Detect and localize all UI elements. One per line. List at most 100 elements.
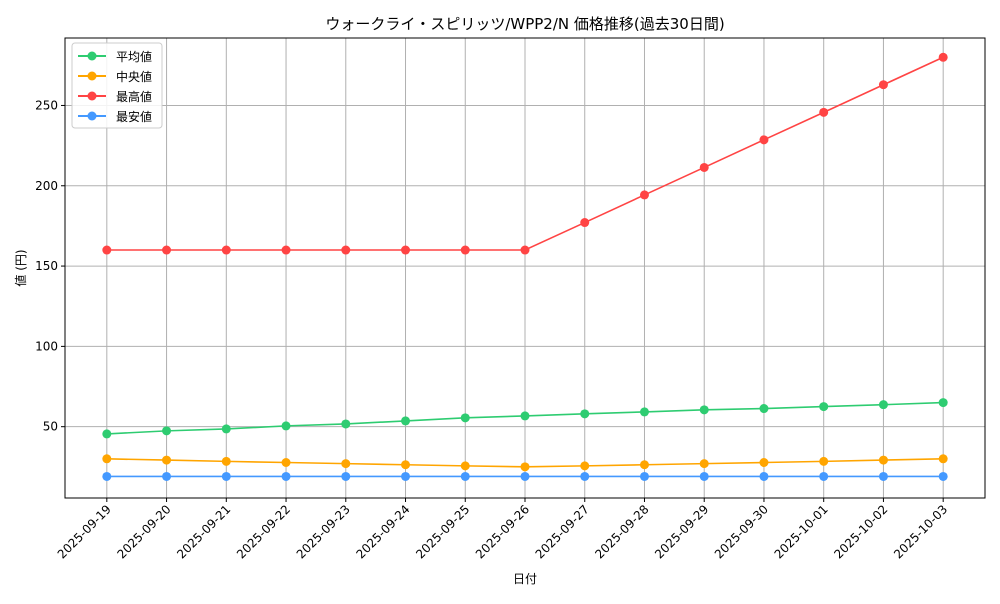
legend-marker (87, 51, 97, 61)
data-point (162, 471, 172, 481)
x-tick-label: 2025-09-29 (652, 502, 711, 561)
legend-label: 平均値 (116, 49, 152, 64)
data-point (759, 471, 769, 481)
data-point (281, 421, 291, 431)
data-point (102, 454, 112, 464)
data-point (938, 454, 948, 464)
data-point (639, 471, 649, 481)
data-point (699, 471, 709, 481)
data-point (281, 458, 291, 468)
y-tick-label: 250 (35, 98, 58, 112)
y-tick-label: 150 (35, 259, 58, 273)
x-tick-label: 2025-09-28 (592, 502, 651, 561)
data-point (938, 52, 948, 62)
data-point (759, 135, 769, 145)
data-point (938, 471, 948, 481)
data-point (401, 460, 411, 470)
data-point (341, 245, 351, 255)
data-point (639, 407, 649, 417)
data-point (162, 426, 172, 436)
data-point (520, 462, 530, 472)
data-point (102, 471, 112, 481)
data-point (401, 471, 411, 481)
data-point (819, 456, 829, 466)
data-point (580, 218, 590, 228)
x-tick-label: 2025-09-24 (353, 502, 412, 561)
data-point (878, 80, 888, 90)
data-point (102, 245, 112, 255)
data-point (699, 162, 709, 172)
legend-label: 中央値 (116, 69, 152, 84)
x-tick-label: 2025-09-26 (473, 502, 532, 561)
data-point (460, 413, 470, 423)
x-tick-label: 2025-09-21 (174, 502, 233, 561)
series-2 (102, 52, 948, 255)
data-point (221, 456, 231, 466)
y-tick-label: 200 (35, 179, 58, 193)
data-point (759, 404, 769, 414)
x-tick-label: 2025-10-03 (891, 502, 950, 561)
data-point (460, 245, 470, 255)
data-point (819, 471, 829, 481)
data-point (520, 245, 530, 255)
legend-label: 最高値 (116, 89, 152, 104)
data-point (221, 471, 231, 481)
x-tick-label: 2025-09-27 (533, 502, 592, 561)
y-axis-label: 値 (円) (13, 249, 28, 286)
data-point (938, 398, 948, 408)
legend-label: 最安値 (116, 109, 152, 124)
data-point (401, 416, 411, 426)
x-tick-label: 2025-09-22 (234, 502, 293, 561)
data-point (639, 190, 649, 200)
data-point (639, 460, 649, 470)
data-point (580, 471, 590, 481)
data-point (460, 461, 470, 471)
x-axis-label: 日付 (513, 572, 537, 586)
data-point (878, 455, 888, 465)
data-point (162, 245, 172, 255)
series-0 (102, 398, 948, 439)
data-point (281, 245, 291, 255)
data-point (759, 458, 769, 468)
data-point (102, 429, 112, 439)
x-tick-label: 2025-09-23 (294, 502, 353, 561)
series-3 (102, 471, 948, 481)
series-1 (102, 454, 948, 472)
data-point (580, 461, 590, 471)
x-tick-label: 2025-09-19 (55, 502, 114, 561)
legend-marker (87, 71, 97, 81)
x-tick-label: 2025-10-01 (772, 502, 831, 561)
data-point (520, 471, 530, 481)
data-point (401, 245, 411, 255)
x-tick-label: 2025-09-20 (114, 502, 173, 561)
data-point (281, 471, 291, 481)
x-tick-label: 2025-09-25 (413, 502, 472, 561)
data-point (162, 455, 172, 465)
chart-title: ウォークライ・スピリッツ/WPP2/N 価格推移(過去30日間) (325, 15, 724, 33)
data-point (580, 409, 590, 419)
data-point (460, 471, 470, 481)
data-point (221, 245, 231, 255)
data-point (878, 471, 888, 481)
data-point (819, 402, 829, 412)
y-tick-label: 100 (35, 339, 58, 353)
x-tick-label: 2025-10-02 (831, 502, 890, 561)
legend-marker (87, 91, 97, 101)
data-point (878, 400, 888, 410)
plot-frame (64, 37, 986, 499)
data-point (699, 459, 709, 469)
legend-marker (87, 111, 97, 121)
data-point (341, 419, 351, 429)
data-point (819, 107, 829, 117)
data-point (699, 405, 709, 415)
y-tick-label: 50 (43, 420, 58, 434)
data-point (221, 424, 231, 434)
legend-box (71, 42, 163, 129)
data-point (341, 459, 351, 469)
data-point (520, 411, 530, 421)
data-point (341, 471, 351, 481)
x-tick-label: 2025-09-30 (712, 502, 771, 561)
